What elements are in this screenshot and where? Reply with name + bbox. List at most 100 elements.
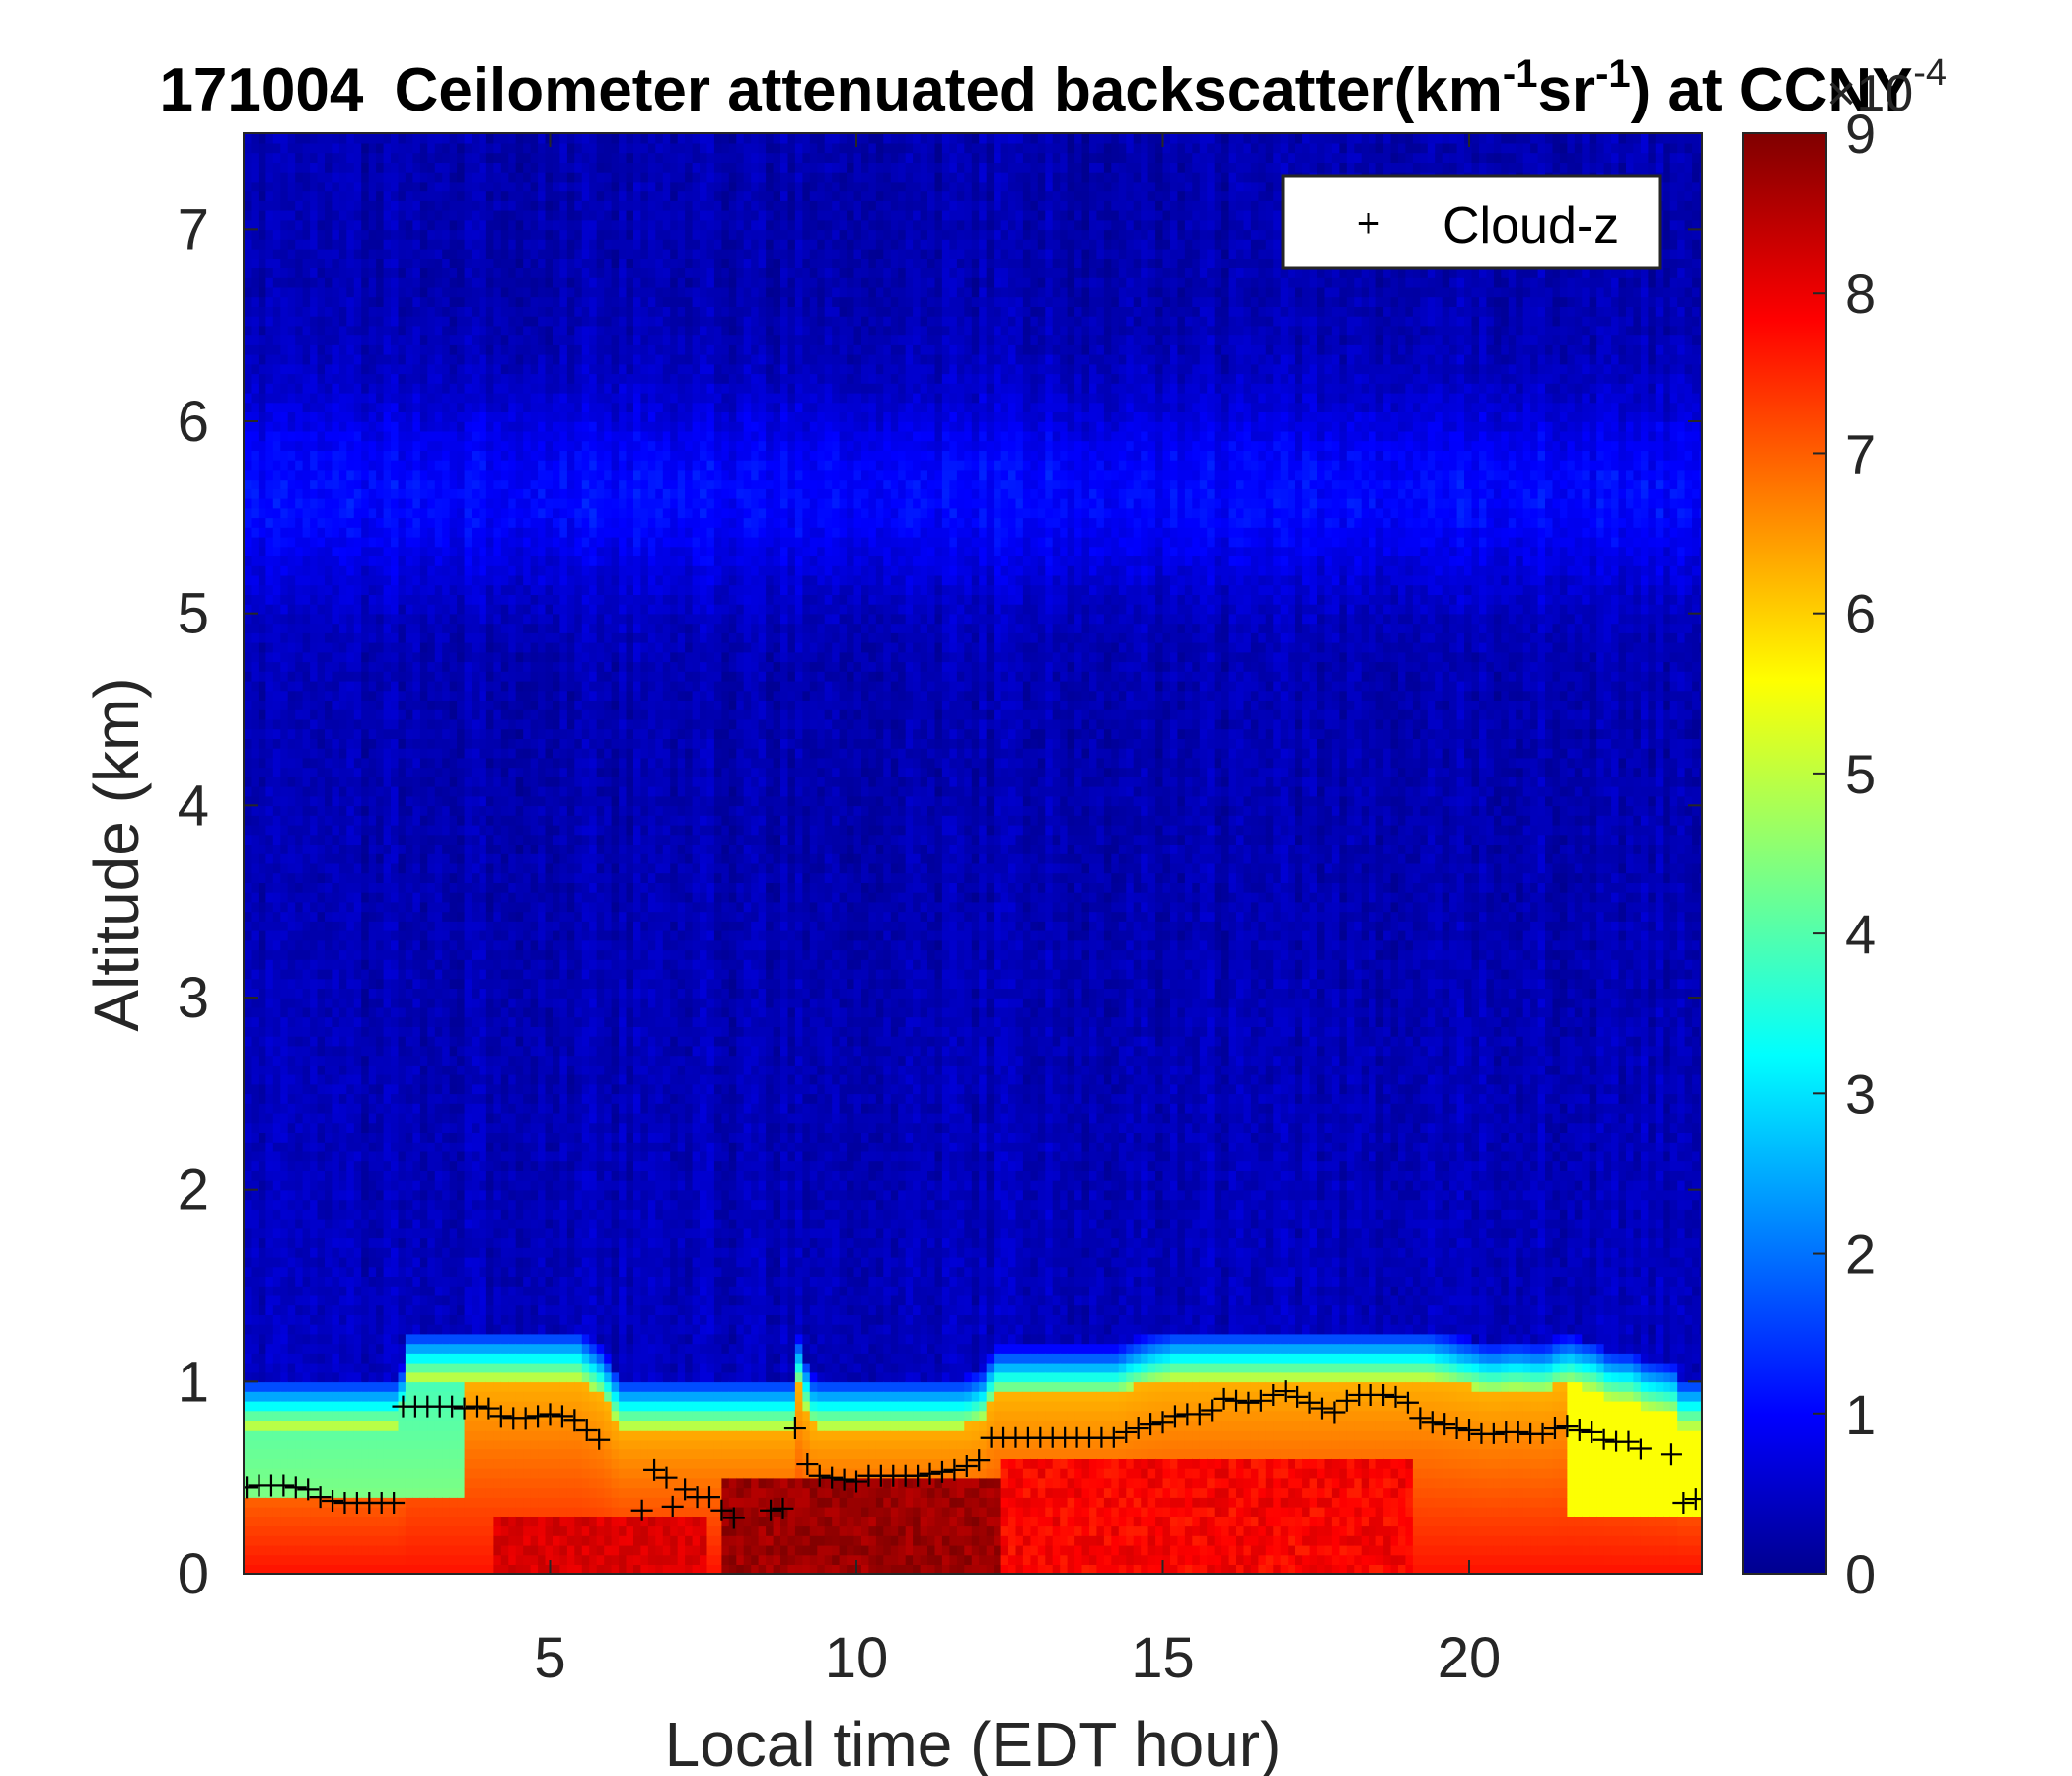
heatmap-cell [295, 555, 304, 566]
heatmap-cell [449, 383, 458, 394]
heatmap-cell [325, 440, 333, 451]
heatmap-cell [472, 882, 481, 893]
heatmap-cell [419, 584, 429, 595]
heatmap-cell [310, 1122, 319, 1133]
heatmap-cell [368, 344, 377, 355]
heatmap-cell [376, 641, 385, 653]
heatmap-cell [442, 901, 451, 913]
heatmap-cell [346, 939, 355, 951]
heatmap-cell [353, 1122, 363, 1133]
heatmap-cell [391, 767, 400, 777]
heatmap-cell [361, 142, 370, 154]
heatmap-cell [361, 536, 370, 548]
heatmap-cell [338, 248, 348, 259]
heatmap-cell [442, 805, 451, 816]
heatmap-cell [376, 1093, 385, 1104]
heatmap-cell [427, 1026, 436, 1037]
heatmap-cell [464, 1333, 473, 1345]
heatmap-cell [449, 392, 458, 404]
heatmap-cell [332, 901, 340, 913]
heatmap-cell [434, 1506, 444, 1517]
heatmap-cell [338, 632, 348, 643]
heatmap-cell [449, 497, 458, 509]
heatmap-cell [391, 1410, 400, 1421]
heatmap-cell [302, 200, 311, 211]
heatmap-cell [405, 1458, 414, 1469]
heatmap-cell [442, 584, 451, 595]
heatmap-cell [434, 623, 444, 633]
heatmap-cell [295, 430, 304, 442]
heatmap-cell [457, 334, 466, 345]
heatmap-cell [472, 200, 481, 211]
heatmap-cell [272, 546, 282, 556]
heatmap-cell [317, 488, 326, 499]
heatmap-cell [427, 479, 436, 489]
heatmap-cell [427, 1189, 436, 1201]
heatmap-cell [244, 527, 253, 538]
heatmap-cell [317, 872, 326, 883]
heatmap-cell [244, 1497, 253, 1508]
heatmap-cell [442, 507, 451, 519]
heatmap-cell [442, 1247, 451, 1258]
heatmap-cell [464, 661, 473, 672]
heatmap-cell [346, 1276, 355, 1287]
heatmap-cell [442, 1122, 451, 1133]
heatmap-cell [280, 325, 289, 336]
heatmap-cell [472, 344, 481, 355]
heatmap-cell [449, 306, 458, 317]
heatmap-cell [302, 853, 311, 864]
heatmap-cell [398, 853, 407, 864]
heatmap-cell [251, 1430, 259, 1441]
heatmap-cell [442, 738, 451, 749]
heatmap-cell [391, 690, 400, 701]
heatmap-cell [391, 1371, 400, 1383]
heatmap-cell [427, 882, 436, 893]
heatmap-cell [325, 373, 333, 384]
heatmap-cell [272, 1333, 282, 1345]
heatmap-cell [325, 1286, 333, 1296]
heatmap-cell [427, 1237, 436, 1248]
heatmap-cell [272, 949, 282, 960]
heatmap-cell [442, 834, 451, 845]
heatmap-cell [383, 315, 392, 327]
heatmap-cell [472, 988, 481, 999]
heatmap-cell [412, 1142, 421, 1152]
heatmap-cell [272, 479, 282, 489]
heatmap-cell [280, 584, 289, 595]
heatmap-cell [332, 1150, 340, 1162]
heatmap-cell [472, 1247, 481, 1258]
heatmap-cell [332, 1065, 340, 1075]
heatmap-cell [258, 824, 267, 836]
heatmap-cell [361, 671, 370, 682]
heatmap-cell [295, 1420, 304, 1431]
heatmap-cell [464, 757, 473, 769]
heatmap-cell [346, 497, 355, 509]
heatmap-cell [434, 805, 444, 816]
heatmap-cell [383, 1093, 392, 1104]
heatmap-cell [258, 1170, 267, 1181]
heatmap-cell [383, 1237, 392, 1248]
heatmap-cell [353, 767, 363, 777]
heatmap-cell [353, 1247, 363, 1258]
heatmap-cell [346, 862, 355, 874]
heatmap-cell [258, 632, 267, 643]
heatmap-cell [272, 767, 282, 777]
heatmap-cell [479, 1065, 487, 1075]
heatmap-cell [302, 641, 311, 653]
heatmap-cell [244, 1247, 253, 1258]
heatmap-cell [302, 171, 311, 183]
heatmap-cell [427, 1323, 436, 1335]
heatmap-cell [383, 1122, 392, 1133]
heatmap-cell [317, 1035, 326, 1047]
heatmap-cell [405, 1199, 414, 1210]
heatmap-cell [251, 805, 259, 816]
heatmap-cell [244, 430, 253, 442]
heatmap-cell [338, 296, 348, 307]
heatmap-cell [325, 988, 333, 999]
heatmap-cell [258, 440, 267, 451]
heatmap-cell [405, 200, 414, 211]
heatmap-cell [310, 1323, 319, 1335]
heatmap-cell [251, 844, 259, 854]
heatmap-cell [434, 344, 444, 355]
heatmap-cell [383, 1016, 392, 1027]
